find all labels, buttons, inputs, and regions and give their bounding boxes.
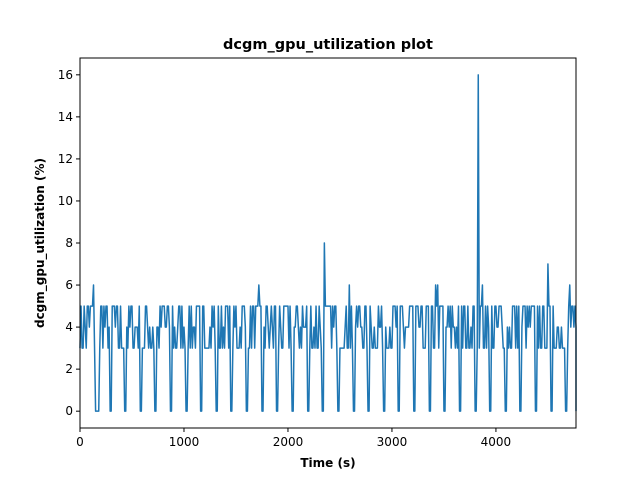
y-tick-label: 2 bbox=[65, 362, 73, 376]
y-tick-label: 14 bbox=[58, 110, 73, 124]
x-axis-label: Time (s) bbox=[300, 456, 355, 470]
x-tick-label: 3000 bbox=[377, 435, 408, 449]
y-tick-label: 6 bbox=[65, 278, 73, 292]
plot-area bbox=[79, 74, 577, 412]
y-tick-label: 10 bbox=[58, 194, 73, 208]
chart-title: dcgm_gpu_utilization plot bbox=[223, 37, 433, 53]
y-tick-label: 12 bbox=[58, 152, 73, 166]
y-tick-label: 8 bbox=[65, 236, 73, 250]
x-tick-label: 1000 bbox=[169, 435, 200, 449]
x-tick-label: 4000 bbox=[481, 435, 512, 449]
x-axis: 0 1000 2000 3000 4000 bbox=[76, 428, 511, 449]
y-axis: 0 2 4 6 8 10 12 14 16 bbox=[58, 68, 80, 418]
x-tick-label: 2000 bbox=[273, 435, 304, 449]
series-line bbox=[79, 74, 577, 412]
y-tick-label: 16 bbox=[58, 68, 73, 82]
y-tick-label: 4 bbox=[65, 320, 73, 334]
x-tick-label: 0 bbox=[76, 435, 84, 449]
y-axis-label: dcgm_gpu_utilization (%) bbox=[33, 158, 48, 328]
y-tick-label: 0 bbox=[65, 404, 73, 418]
